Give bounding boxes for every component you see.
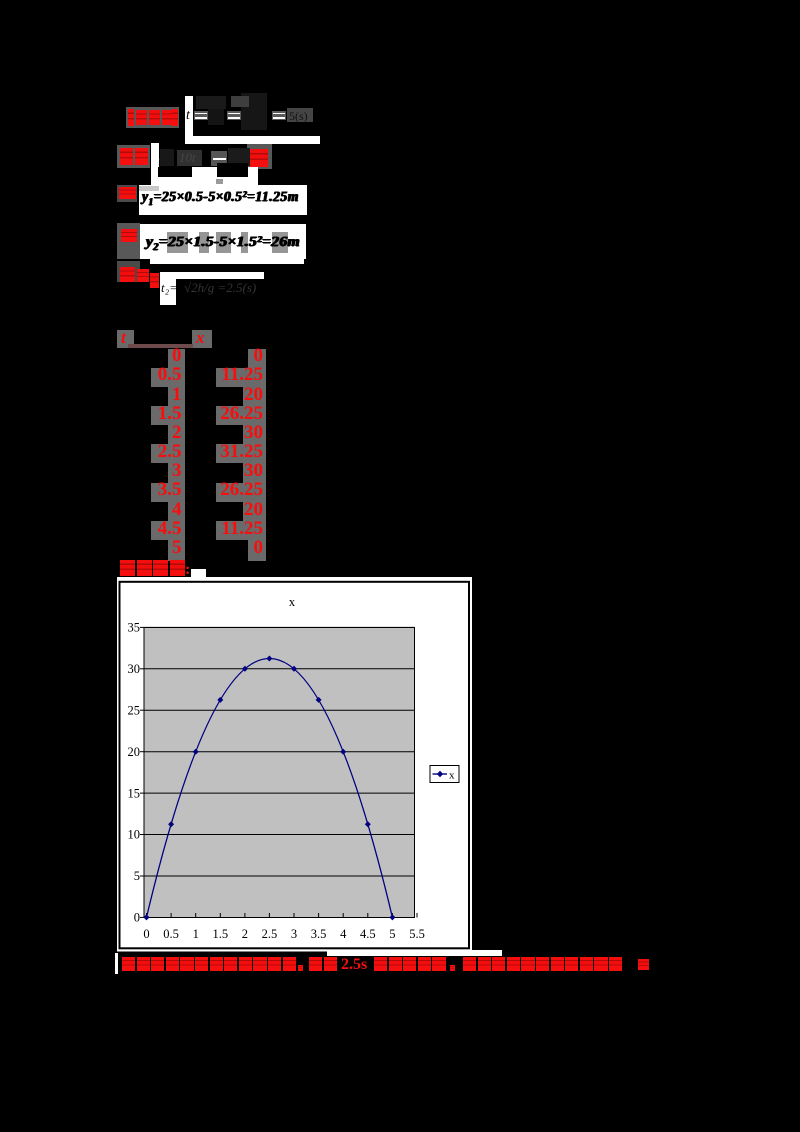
svg-text:20: 20 (128, 745, 141, 759)
svg-text:1: 1 (193, 927, 199, 941)
svg-text:0.5: 0.5 (163, 927, 179, 941)
svg-text:35: 35 (128, 621, 141, 635)
svg-text:x: x (289, 595, 296, 609)
svg-text:15: 15 (128, 786, 141, 800)
svg-text:4: 4 (340, 927, 347, 941)
svg-text:0: 0 (134, 911, 140, 925)
svg-text:5: 5 (134, 869, 140, 883)
svg-text:25: 25 (128, 703, 141, 717)
svg-text:1.5: 1.5 (212, 927, 228, 941)
svg-text:5: 5 (389, 927, 395, 941)
svg-text:0: 0 (143, 927, 149, 941)
svg-text:x: x (449, 770, 455, 782)
svg-text:30: 30 (128, 662, 141, 676)
svg-text:2.5: 2.5 (262, 927, 278, 941)
svg-text:2: 2 (242, 927, 248, 941)
svg-text:10: 10 (128, 828, 141, 842)
svg-text:3: 3 (291, 927, 297, 941)
svg-text:5.5: 5.5 (409, 927, 425, 941)
svg-text:4.5: 4.5 (360, 927, 376, 941)
svg-text:3.5: 3.5 (311, 927, 327, 941)
